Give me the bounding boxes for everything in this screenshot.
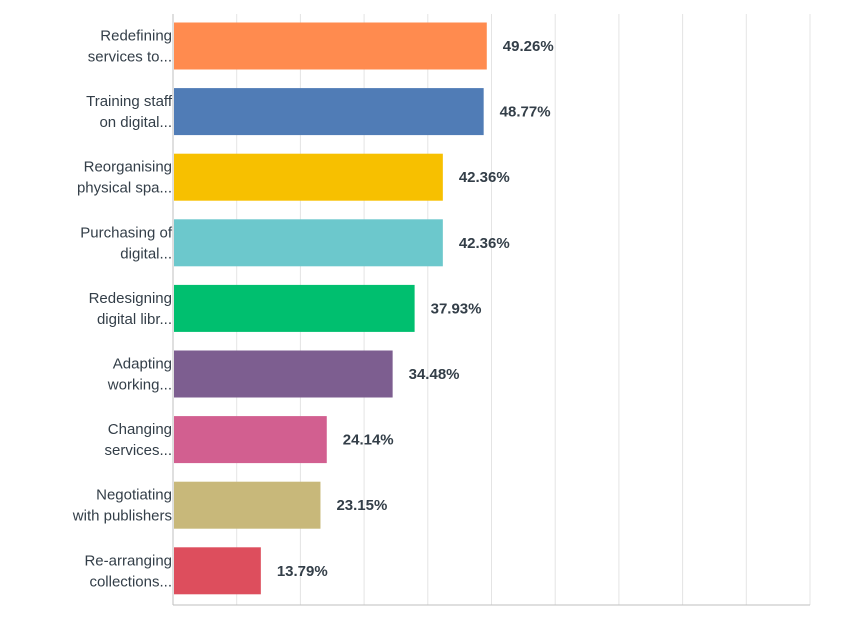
category-label: Re-arranging collections...: [84, 552, 172, 590]
bar: [174, 547, 261, 595]
bar: [174, 481, 321, 529]
category-label-line: working...: [107, 377, 172, 394]
value-labels-layer: 49.26% 48.77% 42.36% 42.36% 37.93% 34.48% 24.1…: [277, 38, 554, 580]
axis-layer: [172, 14, 810, 606]
value-label: 37.93%: [431, 300, 482, 317]
bar: [174, 350, 393, 398]
category-label-line: with publishers: [72, 508, 172, 525]
category-label-line: Adapting: [113, 356, 172, 373]
category-label-line: Redesigning: [89, 290, 172, 307]
value-label: 42.36%: [459, 169, 510, 186]
bar: [174, 416, 327, 464]
category-label-line: services to...: [88, 49, 172, 66]
bar: [174, 219, 443, 267]
bar: [174, 22, 487, 70]
value-label: 42.36%: [459, 235, 510, 252]
bar: [174, 284, 415, 332]
category-label-line: Purchasing of: [80, 224, 173, 241]
value-label: 34.48%: [409, 366, 460, 383]
bar: [174, 88, 484, 136]
category-labels-layer: Redefining services to... Training staff on…: [72, 28, 173, 591]
category-label: Purchasing of digital...: [80, 224, 173, 262]
category-label-line: collections...: [89, 573, 172, 590]
category-label: Reorganising physical spa...: [77, 159, 172, 197]
category-label-line: Negotiating: [96, 487, 172, 504]
category-label: Changing services...: [104, 421, 172, 459]
bars-layer: [174, 22, 487, 595]
category-label: Adapting working...: [107, 356, 172, 394]
value-label: 23.15%: [336, 497, 387, 514]
category-label: Redefining services to...: [88, 28, 172, 66]
category-label-line: physical spa...: [77, 180, 172, 197]
category-label-line: services...: [104, 442, 172, 459]
category-label-line: Re-arranging: [84, 552, 172, 569]
category-label: Training staff on digital...: [86, 93, 173, 131]
category-label: Negotiating with publishers: [72, 487, 172, 525]
value-label: 49.26%: [503, 38, 554, 55]
value-label: 48.77%: [500, 104, 551, 121]
category-label-line: digital libr...: [97, 311, 172, 328]
category-label-line: on digital...: [99, 114, 172, 131]
bar: [174, 153, 443, 201]
category-label-line: digital...: [120, 245, 172, 262]
category-label-line: Changing: [108, 421, 172, 438]
value-label: 24.14%: [343, 432, 394, 449]
category-label-line: Redefining: [100, 28, 172, 45]
value-label: 13.79%: [277, 563, 328, 580]
category-label-line: Training staff: [86, 93, 173, 110]
category-label: Redesigning digital libr...: [89, 290, 172, 328]
category-label-line: Reorganising: [84, 159, 172, 176]
